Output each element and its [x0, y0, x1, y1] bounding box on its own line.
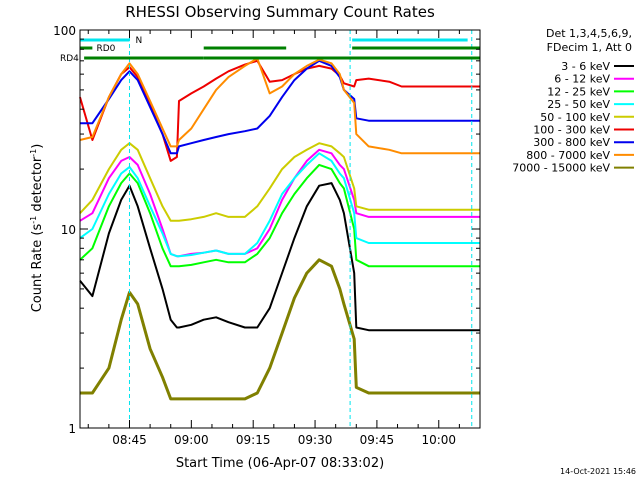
legend-label: 25 - 50 keV — [547, 98, 610, 111]
series-line — [79, 163, 480, 268]
axis-layer: 08:45 09:00 09:15 09:30 09:45 10:00 1 10 100 — [53, 24, 481, 447]
series-line — [80, 59, 480, 155]
plot-area: N RD0 RD4 08:45 09:00 09:15 09:30 09:45 10:00 1 1… — [53, 24, 481, 447]
legend-label: 12 - 25 keV — [547, 85, 610, 98]
legend-header-2: FDecim 1, Att 0 — [547, 41, 632, 54]
x-tick-label: 09:00 — [174, 433, 209, 447]
legend-label: 800 - 7000 keV — [526, 149, 610, 162]
legend-label: 7000 - 15000 keV — [512, 162, 610, 175]
series-line — [79, 182, 480, 332]
timestamp: 14-Oct-2021 15:46 — [560, 467, 636, 476]
x-tick-label: 10:00 — [421, 433, 456, 447]
legend: Det 1,3,4,5,6,9, FDecim 1, Att 0 3 - 6 k… — [512, 27, 634, 175]
series-line — [79, 148, 480, 258]
series-line — [79, 152, 480, 258]
x-tick-label: 09:30 — [298, 433, 333, 447]
x-axis-label: Start Time (06-Apr-07 08:33:02) — [176, 456, 384, 471]
legend-label: 3 - 6 keV — [561, 60, 610, 73]
flag-rd0-label: RD0 — [96, 44, 115, 54]
y-tick-label: 100 — [53, 24, 76, 38]
series-line — [79, 59, 480, 162]
legend-header-1: Det 1,3,4,5,6,9, — [546, 27, 632, 40]
chart-title: RHESSI Observing Summary Count Rates — [125, 3, 435, 21]
y-tick-label: 1 — [68, 422, 76, 436]
x-tick-label: 09:15 — [236, 433, 271, 447]
legend-label: 300 - 800 keV — [533, 136, 610, 149]
flag-rd4-label: RD4 — [60, 54, 79, 64]
x-tick-label: 08:45 — [112, 433, 147, 447]
series-line — [79, 142, 480, 222]
x-tick-label: 09:45 — [360, 433, 395, 447]
y-tick-label: 10 — [61, 223, 76, 237]
legend-label: 50 - 100 keV — [540, 111, 610, 124]
flag-n-label: N — [135, 36, 142, 46]
legend-label: 6 - 12 keV — [554, 73, 610, 86]
plot-frame — [79, 29, 481, 429]
legend-label: 100 - 300 keV — [533, 124, 610, 137]
series-line — [80, 258, 480, 401]
series-line — [79, 57, 480, 155]
series-layer — [79, 57, 480, 401]
y-axis-label: Count Rate (s-1 detector-1) — [29, 144, 45, 313]
